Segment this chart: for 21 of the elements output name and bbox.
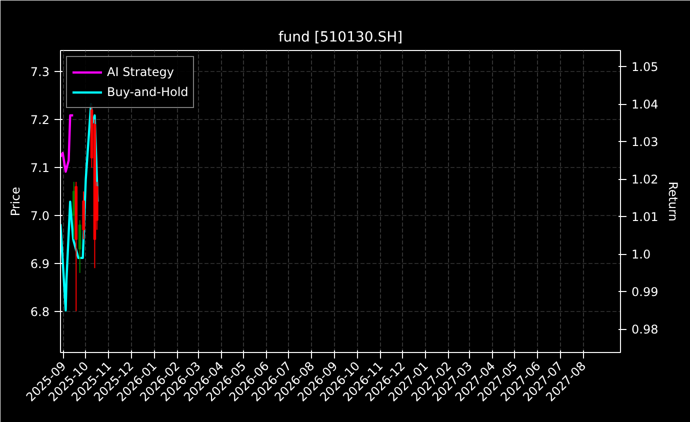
y-tick-label: 6.8 — [30, 304, 50, 319]
y-tick-label: 7.3 — [30, 65, 50, 80]
y2-tick-label: 1.04 — [632, 98, 658, 112]
y-tick-label: 7.1 — [30, 160, 50, 175]
chart-title: fund [510130.SH] — [278, 30, 403, 46]
legend-label: Buy-and-Hold — [107, 85, 188, 99]
y2-tick-label: 1.03 — [632, 135, 658, 150]
y2-tick-label: 1.0 — [632, 248, 651, 262]
y-tick-label: 7.2 — [30, 113, 50, 128]
y2-tick-label: 1.02 — [632, 172, 658, 187]
y2-tick-label: 1.01 — [632, 210, 658, 224]
y2-tick-label: 0.99 — [632, 285, 658, 300]
y-tick-label: 6.9 — [30, 256, 50, 271]
legend-label: AI Strategy — [107, 65, 174, 79]
y2-tick-label: 1.05 — [632, 60, 658, 74]
candlestick — [78, 220, 82, 274]
y-axis-title: Price — [8, 186, 22, 216]
y-tick-label: 7.0 — [30, 208, 50, 223]
y2-tick-label: 0.98 — [632, 322, 658, 337]
y2-axis-title: Return — [666, 182, 680, 222]
line-series — [60, 114, 74, 173]
